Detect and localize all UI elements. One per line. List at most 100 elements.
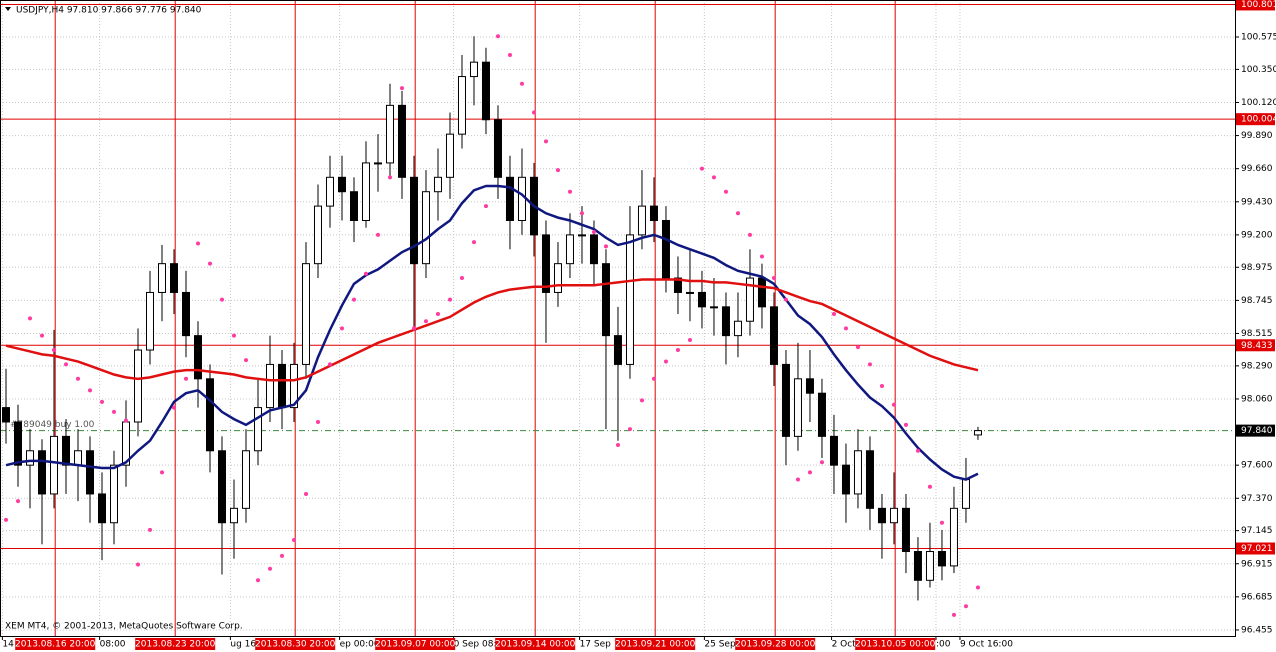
candle-body xyxy=(337,176,346,193)
sar-dot xyxy=(579,211,584,216)
candle-body xyxy=(973,430,982,436)
sar-dot xyxy=(963,604,968,609)
candle-body xyxy=(781,363,790,437)
price-level-label: 100.004 xyxy=(1241,115,1276,125)
sar-dot xyxy=(543,139,548,144)
sar-dot xyxy=(891,402,896,407)
sar-dot xyxy=(459,276,464,281)
candle-body xyxy=(349,191,358,221)
candle-body xyxy=(157,263,166,293)
candle-body xyxy=(877,507,886,524)
candle-body xyxy=(241,450,250,509)
y-tick-label: 98.975 xyxy=(1241,263,1273,273)
current-price-label: 97.840 xyxy=(1241,426,1273,436)
levels: #789049 buy 1.00 xyxy=(0,0,1235,636)
sar-dot xyxy=(3,517,8,522)
candle-body xyxy=(541,234,550,293)
y-tick-label: 99.200 xyxy=(1241,230,1273,240)
candle-body xyxy=(553,263,562,293)
sar-dot xyxy=(903,422,908,427)
candle-body xyxy=(169,263,178,293)
sar-dot xyxy=(399,86,404,91)
sar-dot xyxy=(51,348,56,353)
candle-body xyxy=(109,464,118,524)
sar-dot xyxy=(183,376,188,381)
price-level-box xyxy=(1236,0,1275,11)
sar-dot xyxy=(591,230,596,235)
sar-dot xyxy=(147,527,152,532)
candle-body xyxy=(757,277,766,308)
candle-body xyxy=(685,291,694,294)
sar-dot xyxy=(531,110,536,115)
sar-dot xyxy=(519,81,524,86)
sar-dot xyxy=(267,566,272,571)
sar-dot xyxy=(567,189,572,194)
sar-dot xyxy=(783,297,788,302)
candle-body xyxy=(433,176,442,193)
candle-body xyxy=(613,335,622,365)
sar-dot xyxy=(939,520,944,525)
sar-dot xyxy=(375,232,380,237)
date-box xyxy=(615,638,696,650)
sar-dot xyxy=(843,326,848,331)
sar-dot xyxy=(339,326,344,331)
candle-body xyxy=(865,450,874,509)
candle-body xyxy=(913,551,922,581)
candle-body xyxy=(361,162,370,221)
price-level-label: 97.021 xyxy=(1241,544,1273,554)
plot-frame xyxy=(0,0,1236,637)
candle-body xyxy=(961,479,970,509)
candle-body xyxy=(661,219,670,279)
sar-dot xyxy=(975,585,980,590)
sar-dot xyxy=(351,297,356,302)
copyright: XEM MT4, © 2001-2013, MetaQuotes Softwar… xyxy=(5,622,243,632)
sar-dot xyxy=(603,244,608,249)
y-tick-label: 97.600 xyxy=(1241,461,1273,471)
sar-dot xyxy=(471,240,476,245)
y-tick-label: 98.745 xyxy=(1241,296,1273,306)
candle-body xyxy=(181,291,190,337)
candle-body xyxy=(625,234,634,365)
x-tick-label: :00 xyxy=(936,640,951,650)
y-tick-label: 99.660 xyxy=(1241,164,1273,174)
sar-dot xyxy=(831,312,836,317)
candle-body xyxy=(673,277,682,293)
sar-dot xyxy=(615,443,620,448)
candle-body xyxy=(817,392,826,437)
price-level-label: 100.801 xyxy=(1241,0,1276,10)
sar-dot xyxy=(927,484,932,489)
candle-body xyxy=(649,205,658,221)
candle-body xyxy=(457,76,466,135)
candle-body xyxy=(49,435,58,495)
sar-dot xyxy=(207,261,212,266)
date-label: 2013.08.16 20:00 xyxy=(15,640,96,650)
candle-body xyxy=(949,507,958,567)
x-tick-label: 9 Oct 16:00 xyxy=(960,640,1013,650)
x-tick-label: ep 00:00 xyxy=(340,640,380,650)
candle-body xyxy=(409,176,418,265)
moving-average xyxy=(5,278,979,382)
candle-body xyxy=(589,234,598,265)
sar-dot xyxy=(735,211,740,216)
y-tick-label: 96.455 xyxy=(1241,625,1273,635)
sar-dot xyxy=(555,168,560,173)
sar-dot xyxy=(291,538,296,543)
sar-dot xyxy=(423,319,428,324)
date-label: 2013.08.30 20:00 xyxy=(255,640,336,650)
sar-dot xyxy=(171,405,176,410)
sar-dot xyxy=(39,333,44,338)
candle-body xyxy=(373,162,382,165)
sar-dot xyxy=(435,312,440,317)
sar-dot xyxy=(627,427,632,432)
candle-body xyxy=(217,450,226,524)
candle-body xyxy=(193,335,202,380)
sar-dot xyxy=(255,578,260,583)
sar-dot xyxy=(711,175,716,180)
candle-body xyxy=(733,320,742,337)
candle-body xyxy=(925,551,934,581)
y-tick-label: 98.290 xyxy=(1241,361,1273,371)
candle-body xyxy=(73,450,82,466)
date-box xyxy=(855,638,936,650)
